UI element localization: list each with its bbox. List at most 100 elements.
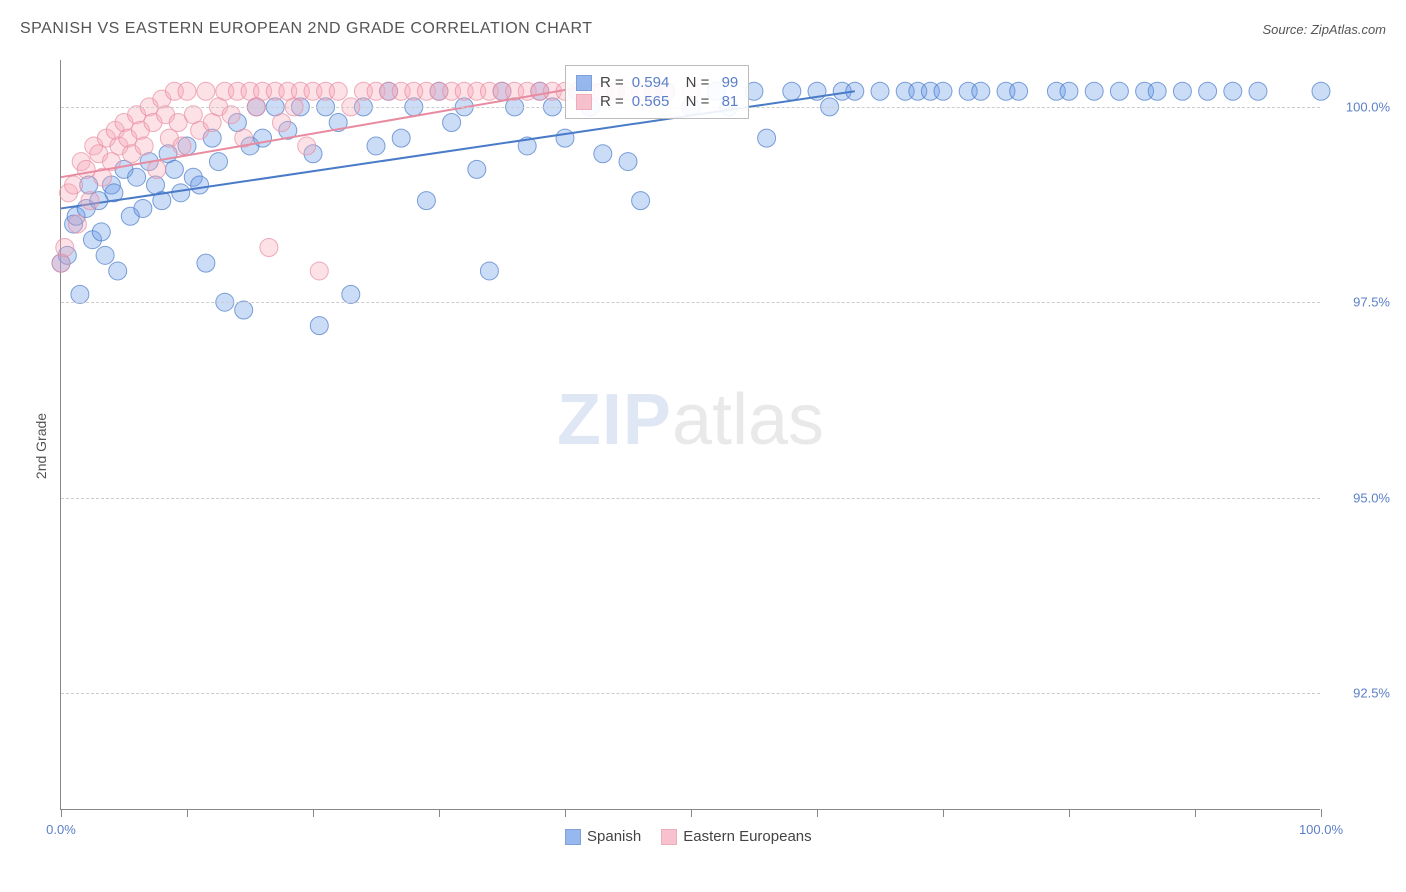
bottom-legend-item: Spanish: [565, 828, 641, 845]
source-label: Source: ZipAtlas.com: [1262, 22, 1386, 37]
legend-label: Spanish: [587, 828, 641, 845]
x-tick: [1195, 809, 1196, 817]
bottom-legend-item: Eastern Europeans: [661, 828, 811, 845]
scatter-point: [1010, 82, 1028, 100]
scatter-point: [1148, 82, 1166, 100]
scatter-point: [134, 199, 152, 217]
scatter-point: [329, 82, 347, 100]
r-label: R =: [600, 74, 624, 91]
legend-swatch: [661, 829, 677, 845]
scatter-point: [1224, 82, 1242, 100]
scatter-point: [342, 285, 360, 303]
scatter-point: [191, 176, 209, 194]
x-tick: [1321, 809, 1322, 817]
scatter-point: [92, 223, 110, 241]
scatter-point: [783, 82, 801, 100]
n-value: 99: [717, 74, 738, 91]
scatter-point: [197, 254, 215, 272]
chart-container: SPANISH VS EASTERN EUROPEAN 2ND GRADE CO…: [0, 0, 1406, 892]
scatter-point: [632, 192, 650, 210]
scatter-point: [972, 82, 990, 100]
scatter-point: [96, 246, 114, 264]
scatter-point: [1085, 82, 1103, 100]
scatter-point: [109, 262, 127, 280]
scatter-point: [392, 129, 410, 147]
scatter-point: [65, 176, 83, 194]
legend-swatch: [576, 75, 592, 91]
x-tick: [187, 809, 188, 817]
scatter-point: [128, 168, 146, 186]
plot-svg: [61, 60, 1320, 809]
scatter-point: [871, 82, 889, 100]
scatter-point: [1173, 82, 1191, 100]
n-label: N =: [677, 74, 709, 91]
scatter-point: [197, 82, 215, 100]
scatter-point: [594, 145, 612, 163]
x-tick: [565, 809, 566, 817]
scatter-point: [934, 82, 952, 100]
scatter-point: [235, 301, 253, 319]
scatter-point: [1110, 82, 1128, 100]
r-value: 0.565: [632, 93, 670, 110]
scatter-point: [417, 192, 435, 210]
scatter-point: [68, 215, 86, 233]
grid-line-h: [61, 498, 1320, 499]
n-label: N =: [677, 93, 709, 110]
scatter-point: [1199, 82, 1217, 100]
n-value: 81: [717, 93, 738, 110]
grid-line-h: [61, 693, 1320, 694]
stats-legend-box: R = 0.594 N = 99R = 0.565 N = 81: [565, 65, 749, 119]
scatter-point: [1249, 82, 1267, 100]
x-tick: [313, 809, 314, 817]
legend-label: Eastern Europeans: [683, 828, 811, 845]
scatter-point: [56, 239, 74, 257]
scatter-point: [556, 129, 574, 147]
scatter-point: [260, 239, 278, 257]
y-tick-label: 97.5%: [1330, 295, 1390, 310]
scatter-point: [254, 129, 272, 147]
x-tick: [943, 809, 944, 817]
scatter-point: [367, 137, 385, 155]
x-tick-label: 100.0%: [1299, 822, 1343, 837]
y-tick-label: 95.0%: [1330, 490, 1390, 505]
chart-title: SPANISH VS EASTERN EUROPEAN 2ND GRADE CO…: [20, 20, 593, 38]
scatter-point: [77, 160, 95, 178]
scatter-point: [165, 160, 183, 178]
x-tick: [439, 809, 440, 817]
scatter-point: [298, 137, 316, 155]
scatter-point: [1060, 82, 1078, 100]
grid-line-h: [61, 302, 1320, 303]
x-tick: [61, 809, 62, 817]
r-value: 0.594: [632, 74, 670, 91]
scatter-point: [173, 137, 191, 155]
plot-area: ZIPatlas 92.5%95.0%97.5%100.0%0.0%100.0%…: [60, 60, 1320, 810]
scatter-point: [310, 317, 328, 335]
x-tick: [1069, 809, 1070, 817]
y-tick-label: 100.0%: [1330, 99, 1390, 114]
bottom-legend: Spanish Eastern Europeans: [565, 828, 812, 845]
legend-swatch: [565, 829, 581, 845]
scatter-point: [52, 254, 70, 272]
scatter-point: [480, 262, 498, 280]
scatter-point: [135, 137, 153, 155]
x-tick-label: 0.0%: [46, 822, 76, 837]
scatter-point: [81, 192, 99, 210]
legend-swatch: [576, 94, 592, 110]
scatter-point: [468, 160, 486, 178]
scatter-point: [178, 82, 196, 100]
r-label: R =: [600, 93, 624, 110]
scatter-point: [222, 106, 240, 124]
x-tick: [817, 809, 818, 817]
scatter-point: [310, 262, 328, 280]
scatter-point: [71, 285, 89, 303]
scatter-point: [619, 153, 637, 171]
scatter-point: [1312, 82, 1330, 100]
scatter-point: [148, 160, 166, 178]
stats-legend-row: R = 0.565 N = 81: [576, 93, 738, 110]
scatter-point: [172, 184, 190, 202]
y-axis-label: 2nd Grade: [33, 413, 49, 479]
scatter-point: [443, 114, 461, 132]
stats-legend-row: R = 0.594 N = 99: [576, 74, 738, 91]
scatter-point: [758, 129, 776, 147]
scatter-point: [273, 114, 291, 132]
